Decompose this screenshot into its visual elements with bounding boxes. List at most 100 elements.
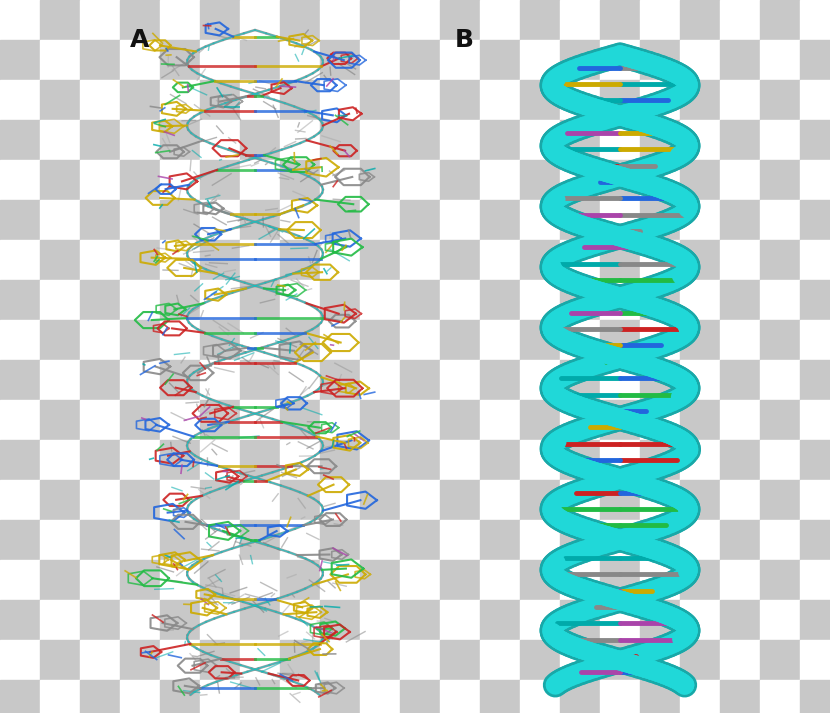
- Bar: [120, 680, 160, 713]
- Bar: [240, 320, 280, 360]
- Bar: [320, 120, 360, 160]
- Bar: [80, 0, 120, 40]
- Bar: [360, 680, 400, 713]
- Bar: [520, 440, 560, 480]
- Bar: [360, 600, 400, 640]
- Bar: [400, 360, 440, 400]
- Bar: [120, 320, 160, 360]
- Bar: [160, 360, 200, 400]
- Bar: [760, 0, 800, 40]
- Bar: [720, 280, 760, 320]
- Bar: [280, 120, 320, 160]
- Bar: [280, 80, 320, 120]
- Bar: [160, 120, 200, 160]
- Bar: [400, 400, 440, 440]
- Bar: [160, 440, 200, 480]
- Bar: [440, 80, 480, 120]
- Bar: [480, 360, 520, 400]
- Bar: [280, 520, 320, 560]
- Bar: [640, 240, 680, 280]
- Bar: [280, 40, 320, 80]
- Bar: [320, 320, 360, 360]
- Bar: [760, 680, 800, 713]
- Bar: [720, 320, 760, 360]
- Bar: [800, 520, 830, 560]
- Bar: [600, 120, 640, 160]
- Bar: [200, 200, 240, 240]
- Bar: [600, 400, 640, 440]
- Bar: [680, 160, 720, 200]
- Bar: [400, 200, 440, 240]
- Bar: [0, 40, 40, 80]
- Bar: [760, 640, 800, 680]
- Bar: [200, 480, 240, 520]
- Bar: [560, 200, 600, 240]
- Bar: [800, 360, 830, 400]
- Bar: [560, 640, 600, 680]
- Bar: [680, 560, 720, 600]
- Bar: [80, 600, 120, 640]
- Bar: [480, 560, 520, 600]
- Bar: [80, 400, 120, 440]
- Bar: [680, 80, 720, 120]
- Bar: [640, 200, 680, 240]
- Bar: [240, 480, 280, 520]
- Bar: [520, 240, 560, 280]
- Bar: [600, 480, 640, 520]
- Bar: [800, 80, 830, 120]
- Bar: [800, 560, 830, 600]
- Bar: [520, 80, 560, 120]
- Bar: [40, 360, 80, 400]
- Bar: [440, 440, 480, 480]
- Bar: [400, 640, 440, 680]
- Bar: [0, 640, 40, 680]
- Bar: [280, 360, 320, 400]
- Bar: [520, 200, 560, 240]
- Bar: [240, 120, 280, 160]
- Bar: [320, 640, 360, 680]
- Bar: [520, 640, 560, 680]
- Bar: [480, 160, 520, 200]
- Bar: [440, 160, 480, 200]
- Bar: [800, 680, 830, 713]
- Bar: [440, 360, 480, 400]
- Bar: [320, 360, 360, 400]
- Bar: [120, 280, 160, 320]
- Bar: [480, 680, 520, 713]
- Bar: [160, 600, 200, 640]
- Bar: [680, 280, 720, 320]
- Bar: [280, 680, 320, 713]
- Bar: [560, 40, 600, 80]
- Bar: [760, 480, 800, 520]
- Bar: [0, 400, 40, 440]
- Bar: [200, 280, 240, 320]
- Bar: [680, 0, 720, 40]
- Bar: [760, 160, 800, 200]
- Bar: [80, 240, 120, 280]
- Bar: [240, 400, 280, 440]
- Bar: [600, 360, 640, 400]
- Bar: [320, 560, 360, 600]
- Bar: [200, 680, 240, 713]
- Bar: [720, 240, 760, 280]
- Bar: [600, 40, 640, 80]
- Bar: [240, 160, 280, 200]
- Bar: [200, 320, 240, 360]
- Bar: [40, 160, 80, 200]
- Bar: [720, 0, 760, 40]
- Bar: [400, 600, 440, 640]
- Bar: [560, 680, 600, 713]
- Bar: [320, 520, 360, 560]
- Bar: [640, 160, 680, 200]
- Bar: [800, 640, 830, 680]
- Bar: [440, 560, 480, 600]
- Bar: [800, 200, 830, 240]
- Bar: [400, 480, 440, 520]
- Bar: [120, 120, 160, 160]
- Bar: [760, 560, 800, 600]
- Bar: [760, 240, 800, 280]
- Bar: [480, 120, 520, 160]
- Bar: [640, 680, 680, 713]
- Bar: [720, 480, 760, 520]
- Bar: [160, 40, 200, 80]
